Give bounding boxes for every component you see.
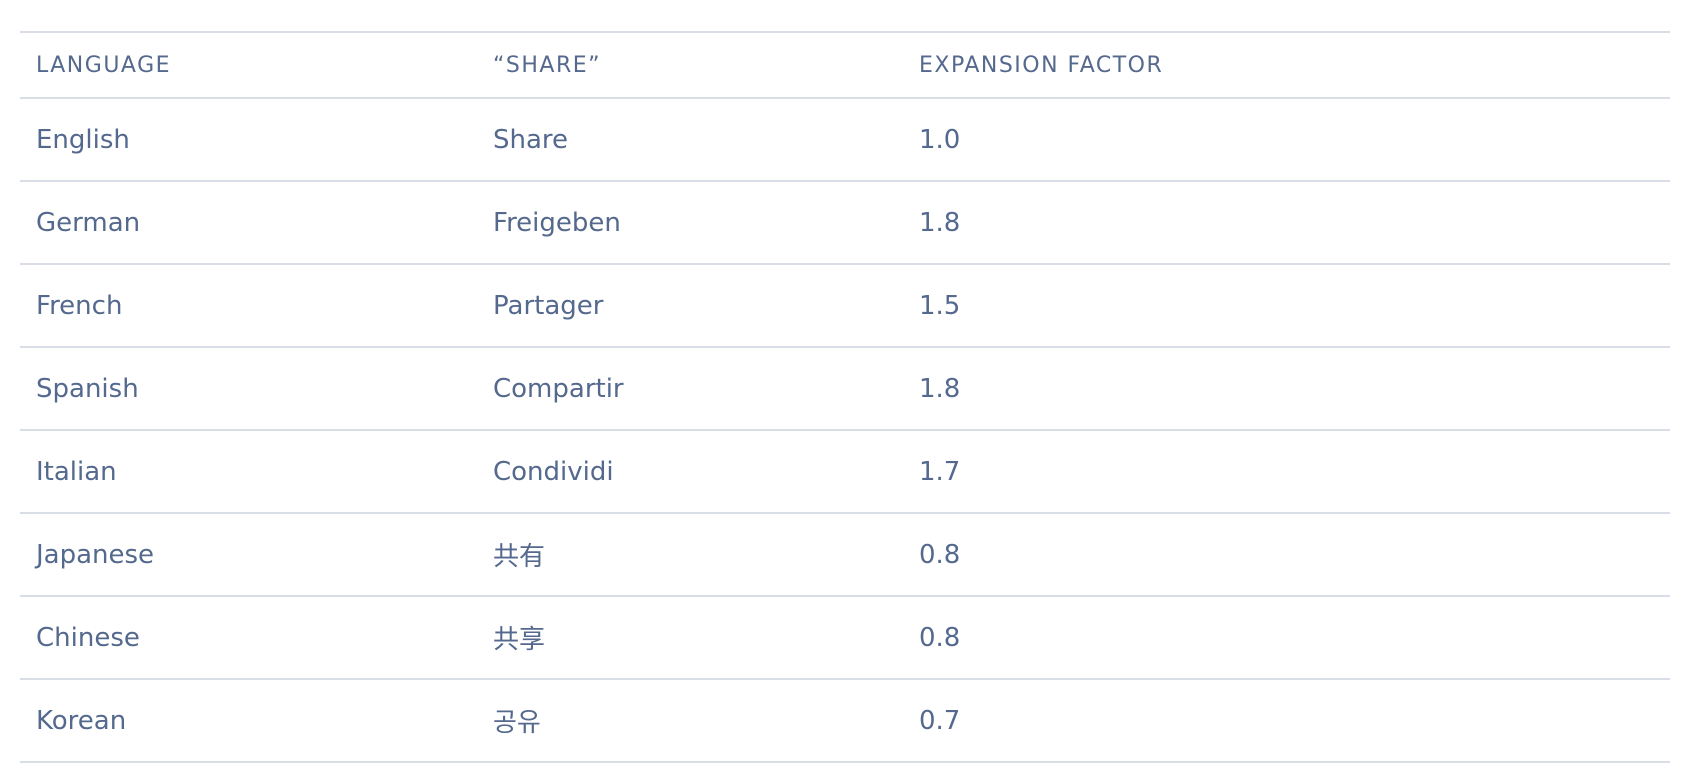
cell-factor: 1.8 — [903, 181, 1670, 265]
table-row: Chinese 共享 0.8 — [20, 596, 1670, 680]
cell-factor: 1.7 — [903, 430, 1670, 514]
cell-factor: 1.8 — [903, 347, 1670, 431]
cell-share: 共享 — [477, 596, 903, 680]
cell-factor: 0.8 — [903, 513, 1670, 597]
cell-language: Korean — [20, 679, 477, 763]
table-body: English Share 1.0 German Freigeben 1.8 F… — [20, 98, 1670, 763]
header-language: LANGUAGE — [20, 31, 477, 99]
cell-language: English — [20, 98, 477, 182]
cell-language: German — [20, 181, 477, 265]
table-container: LANGUAGE “SHARE” EXPANSION FACTOR Englis… — [20, 31, 1670, 763]
cell-language: Spanish — [20, 347, 477, 431]
table-row: German Freigeben 1.8 — [20, 181, 1670, 265]
cell-factor: 0.7 — [903, 679, 1670, 763]
cell-share: Compartir — [477, 347, 903, 431]
expansion-factor-table: LANGUAGE “SHARE” EXPANSION FACTOR Englis… — [20, 31, 1670, 763]
cell-factor: 0.8 — [903, 596, 1670, 680]
cell-factor: 1.0 — [903, 98, 1670, 182]
cell-share: 共有 — [477, 513, 903, 597]
cell-share: Share — [477, 98, 903, 182]
table-row: English Share 1.0 — [20, 98, 1670, 182]
cell-factor: 1.5 — [903, 264, 1670, 348]
header-row: LANGUAGE “SHARE” EXPANSION FACTOR — [20, 31, 1670, 99]
cell-language: Japanese — [20, 513, 477, 597]
header-expansion-factor: EXPANSION FACTOR — [903, 31, 1670, 99]
table-row: French Partager 1.5 — [20, 264, 1670, 348]
table-row: Spanish Compartir 1.8 — [20, 347, 1670, 431]
table-row: Japanese 共有 0.8 — [20, 513, 1670, 597]
header-share: “SHARE” — [477, 31, 903, 99]
table-header: LANGUAGE “SHARE” EXPANSION FACTOR — [20, 31, 1670, 99]
cell-language: Italian — [20, 430, 477, 514]
cell-language: Chinese — [20, 596, 477, 680]
cell-language: French — [20, 264, 477, 348]
table-row: Italian Condividi 1.7 — [20, 430, 1670, 514]
cell-share: Condividi — [477, 430, 903, 514]
table-row: Korean 공유 0.7 — [20, 679, 1670, 763]
cell-share: 공유 — [477, 679, 903, 763]
cell-share: Partager — [477, 264, 903, 348]
cell-share: Freigeben — [477, 181, 903, 265]
